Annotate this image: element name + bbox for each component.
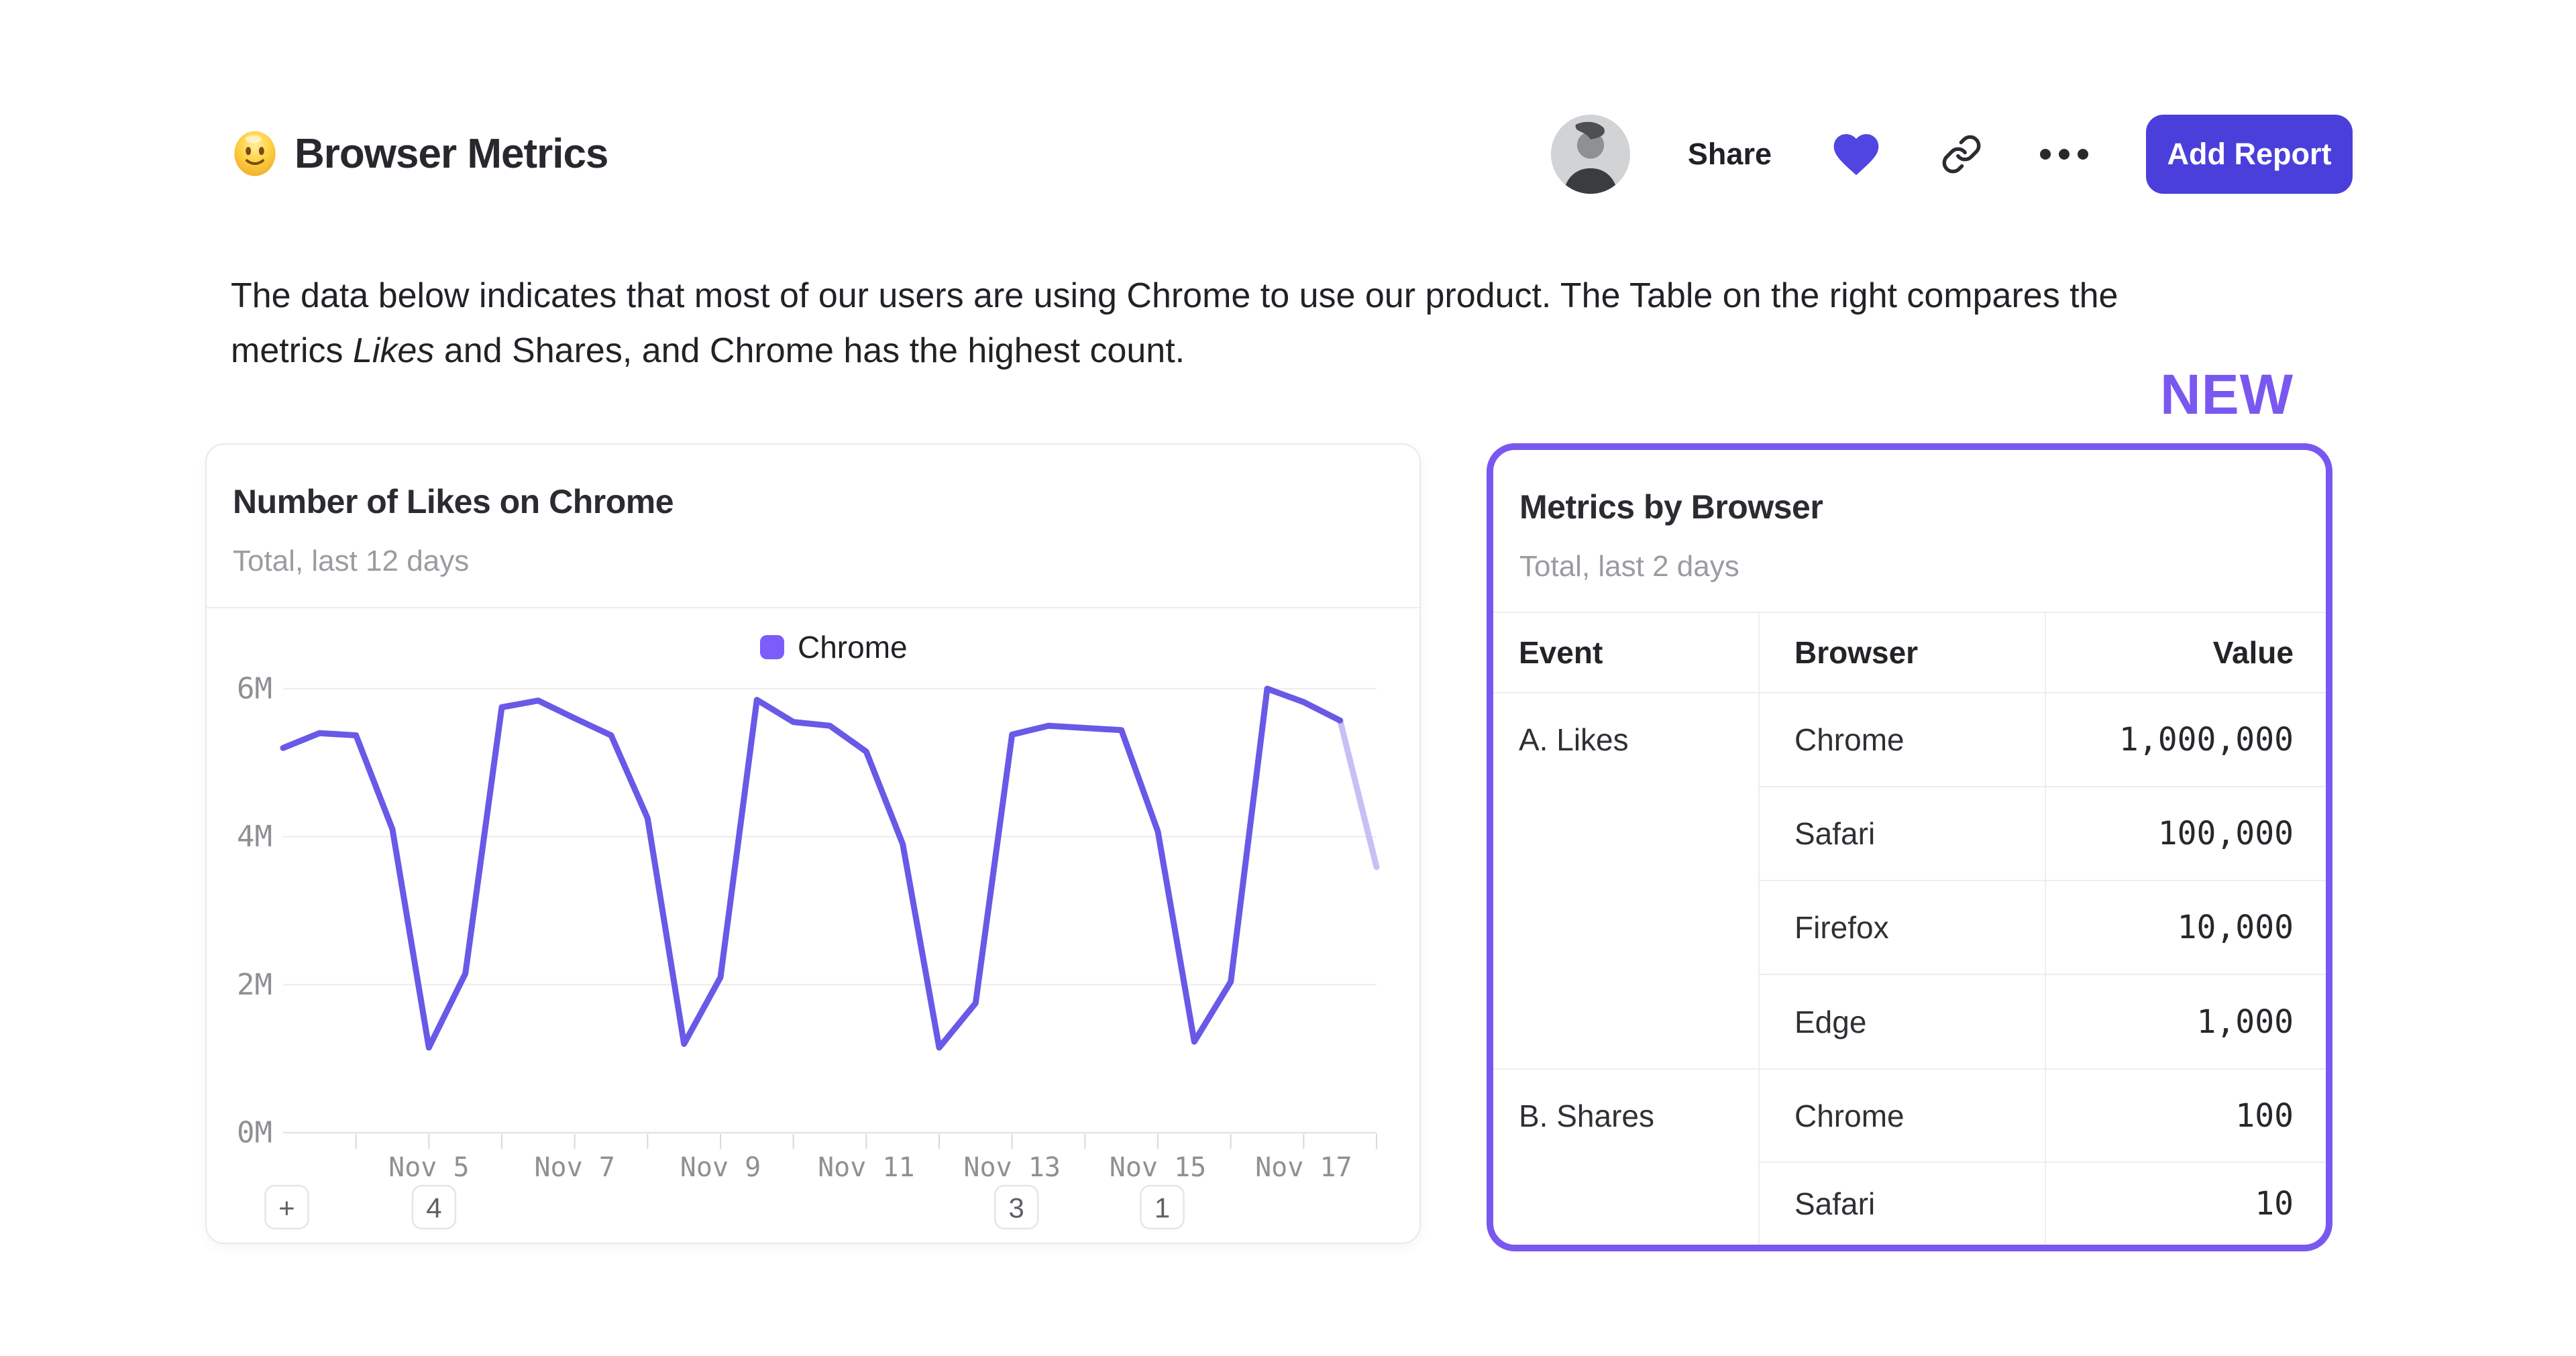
y-axis-label-4M: 4M xyxy=(237,820,272,854)
svg-text:4: 4 xyxy=(426,1192,441,1224)
annotation-chip-3[interactable]: 3 xyxy=(994,1184,1039,1230)
chrome-line-series xyxy=(280,685,1344,1051)
heart-icon xyxy=(1833,134,1879,176)
chart-card-title: Number of Likes on Chrome xyxy=(233,483,674,520)
value-cell-firefox: 10,000 xyxy=(2045,881,2326,975)
x-axis-label-nov-5: Nov 5 xyxy=(388,1152,469,1183)
ellipsis-icon xyxy=(2040,149,2088,160)
x-axis-label-nov-17: Nov 17 xyxy=(1255,1152,1352,1183)
value-cell-safari: 100,000 xyxy=(2045,787,2326,881)
page-header: Browser Metrics xyxy=(231,113,608,194)
x-axis-label-nov-15: Nov 15 xyxy=(1110,1152,1207,1183)
browser-cell-chrome: Chrome xyxy=(1758,1070,2045,1163)
x-axis-label-nov-13: Nov 13 xyxy=(963,1152,1061,1183)
table-card-subtitle: Total, last 2 days xyxy=(1519,550,1739,583)
add-report-button[interactable]: Add Report xyxy=(2146,115,2353,194)
event-cell-b--shares: B. Shares xyxy=(1519,1098,1654,1133)
legend-swatch-chrome xyxy=(760,635,784,659)
chrome-line-series-faded xyxy=(1337,717,1380,870)
likes-chart-card: Number of Likes on Chrome Total, last 12… xyxy=(205,443,1421,1244)
description-text: The data below indicates that most of ou… xyxy=(231,268,2391,378)
avatar[interactable] xyxy=(1550,115,1630,194)
description-line2-pre: metrics xyxy=(231,331,353,370)
page-title: Browser Metrics xyxy=(294,130,608,177)
chart-card-subtitle: Total, last 12 days xyxy=(233,545,470,577)
chart-card-header: Number of Likes on Chrome Total, last 12… xyxy=(207,445,1419,577)
x-axis-label-nov-7: Nov 7 xyxy=(534,1152,614,1183)
avatar-image xyxy=(1550,115,1630,194)
svg-text:3: 3 xyxy=(1009,1192,1024,1224)
value-cell-chrome: 100 xyxy=(2045,1070,2326,1163)
favorite-button[interactable] xyxy=(1829,129,1883,179)
new-badge: NEW xyxy=(2160,363,2294,426)
svg-text:1: 1 xyxy=(1155,1192,1170,1224)
smiley-emoji-icon xyxy=(234,131,276,176)
copy-link-button[interactable] xyxy=(1941,133,1982,175)
description-likes-italic: Likes xyxy=(353,331,435,370)
event-cell-a--likes: A. Likes xyxy=(1493,693,1758,1070)
browser-cell-firefox: Firefox xyxy=(1758,881,2045,975)
svg-text:+: + xyxy=(278,1192,295,1224)
browser-cell-safari: Safari xyxy=(1758,1163,2045,1245)
x-axis-label-nov-9: Nov 9 xyxy=(680,1152,761,1183)
header-actions: Share Add Report xyxy=(1550,115,2353,194)
table-card-title: Metrics by Browser xyxy=(1519,488,1823,526)
metrics-table-card: Metrics by Browser Total, last 2 days Ev… xyxy=(1487,443,2332,1251)
add-annotation-button[interactable]: + xyxy=(264,1184,309,1230)
browser-cell-chrome: Chrome xyxy=(1758,693,2045,787)
legend-label-chrome: Chrome xyxy=(798,630,908,665)
chart-card-divider xyxy=(207,607,1419,608)
description-line2-post: and Shares, and Chrome has the highest c… xyxy=(434,331,1185,370)
link-icon xyxy=(1942,135,1981,174)
column-header-value: Value xyxy=(2045,613,2326,693)
metrics-table: Event Browser Value A. Likes Chrome 1,000,000… xyxy=(1493,613,2326,1245)
value-cell-edge: 1,000 xyxy=(2045,975,2326,1070)
table-card-header: Metrics by Browser Total, last 2 days xyxy=(1493,450,2326,583)
column-header-event: Event xyxy=(1493,613,1758,693)
browser-cell-safari: Safari xyxy=(1758,787,2045,881)
table-card-divider xyxy=(1493,612,2326,613)
annotation-chip-1[interactable]: 1 xyxy=(1140,1184,1185,1230)
value-cell-chrome: 1,000,000 xyxy=(2045,693,2326,787)
browser-cell-edge: Edge xyxy=(1758,975,2045,1070)
description-line1: The data below indicates that most of ou… xyxy=(231,276,2118,315)
annotation-chip-4[interactable]: 4 xyxy=(411,1184,457,1230)
value-cell-safari: 10 xyxy=(2045,1163,2326,1245)
share-button[interactable]: Share xyxy=(1687,137,1772,171)
y-axis-label-6M: 6M xyxy=(237,672,272,706)
y-axis-label-0M: 0M xyxy=(237,1116,272,1150)
likes-line-chart: 6M 4M 2M 0M Nov 5 Nov 7 Nov 9 Nov 11 Nov 13 Nov 1… xyxy=(237,630,1380,1230)
y-axis-label-2M: 2M xyxy=(237,968,272,1002)
column-header-browser: Browser xyxy=(1758,613,2045,693)
more-options-button[interactable] xyxy=(2040,149,2088,160)
x-axis-label-nov-11: Nov 11 xyxy=(818,1152,915,1183)
